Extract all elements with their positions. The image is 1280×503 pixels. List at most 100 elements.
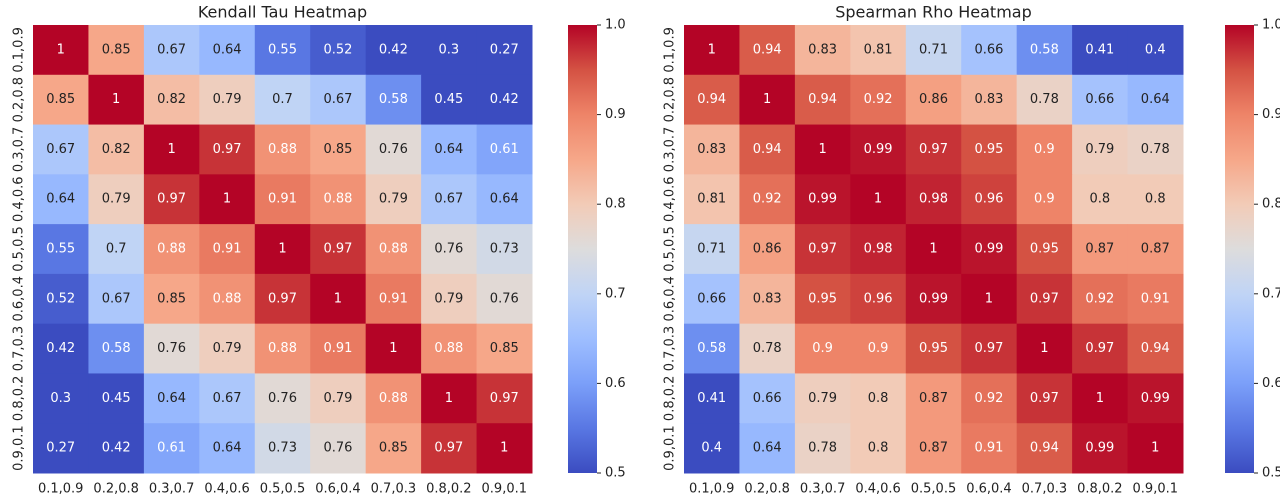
chart-title: Spearman Rho Heatmap [835,3,1032,22]
cell-label: 0.9 [1034,192,1055,207]
cell-label: 0.79 [379,192,408,207]
heatmap-cell [88,174,145,225]
heatmap-cell [794,174,851,225]
colorbar-tick-label: 0.6 [1262,376,1280,391]
colorbar-tick-label: 0.8 [605,197,626,212]
cell-label: 0.3 [438,42,459,57]
colorbar-tick-label: 0.6 [605,376,626,391]
cell-label: 0.8 [868,441,889,456]
heatmap-cell [421,323,478,374]
cell-label: 1 [1040,341,1048,356]
heatmap-cell [88,373,145,424]
cell-label: 0.94 [1141,341,1170,356]
heatmap-cell [739,124,796,175]
heatmap-cell [33,74,89,126]
cell-label: 0.87 [1085,242,1114,257]
cell-label: 0.98 [864,242,893,257]
heatmap-cell [254,273,311,325]
cell-label: 1 [818,142,826,157]
heatmap-cell [421,224,478,275]
cell-label: 0.97 [974,341,1003,356]
x-tick-label: 0.6,0.4 [315,482,360,497]
heatmap-cell [961,224,1018,275]
x-tick-label: 0.5,0.5 [260,482,305,497]
cell-label: 0.79 [213,92,242,107]
heatmap-cell [794,25,851,76]
heatmap-cell [684,124,740,175]
cell-label: 0.71 [697,242,726,257]
heatmap-cell [684,74,740,126]
cell-label: 1 [708,42,716,57]
cell-label: 0.78 [1141,142,1170,157]
x-tick-label: 0.3,0.7 [800,482,845,497]
cell-label: 0.8 [868,391,889,406]
heatmap-cell [143,423,200,474]
cell-label: 0.92 [1085,291,1114,306]
heatmap-cell [254,323,311,374]
x-tick-label: 0.7,0.3 [371,482,416,497]
cell-label: 0.83 [808,42,837,57]
cell-label: 0.88 [268,142,297,157]
cell-label: 0.4 [701,441,722,456]
y-tick-label: 0.8,0.2 [12,376,27,421]
heatmap-cell [476,273,533,325]
heatmap-cell [1127,373,1184,424]
heatmap-cell [143,74,200,126]
cell-label: 0.95 [919,341,948,356]
x-tick-label: 0.7,0.3 [1022,482,1067,497]
cell-label: 0.27 [46,441,75,456]
heatmap-cell [310,174,367,225]
cell-label: 0.42 [379,42,408,57]
cell-label: 0.87 [1141,242,1170,257]
heatmap-cell [33,423,89,474]
cell-label: 0.87 [919,441,948,456]
cell-label: 0.79 [434,291,463,306]
x-tick-label: 0.9,0.1 [482,482,527,497]
heatmap-cell [254,224,311,275]
cell-label: 0.73 [268,441,297,456]
cell-label: 0.7 [272,92,293,107]
heatmap-cell [1072,373,1129,424]
y-tick-label: 0.4,0.6 [12,176,27,221]
heatmap-cell [905,323,962,374]
heatmap-cell [199,224,256,275]
cell-label: 0.99 [974,242,1003,257]
heatmap-cell [1072,224,1129,275]
x-tick-label: 0.9,0.1 [1133,482,1178,497]
heatmap-cell [199,74,256,126]
cell-label: 0.67 [102,291,131,306]
heatmap-cell [88,323,145,374]
cell-label: 0.41 [697,391,726,406]
heatmap-cell [961,373,1018,424]
cell-label: 0.3 [50,391,71,406]
heatmap-cell [254,74,311,126]
heatmap-cell [850,224,907,275]
cell-label: 0.95 [808,291,837,306]
cell-label: 1 [1096,391,1104,406]
cell-label: 0.79 [213,341,242,356]
cell-label: 0.97 [1085,341,1114,356]
heatmap-cell [1072,323,1129,374]
cell-label: 1 [874,192,882,207]
cell-label: 0.82 [157,92,186,107]
y-tick-label: 0.9,0.1 [12,425,27,470]
cell-label: 0.83 [697,142,726,157]
heatmap-cell [143,174,200,225]
colorbar-tick-label: 0.5 [605,466,626,481]
colorbar-tick-label: 0.5 [1262,466,1280,481]
cell-label: 0.88 [379,242,408,257]
cell-label: 0.9 [812,341,833,356]
cell-label: 1 [223,192,231,207]
cell-label: 0.8 [1089,192,1110,207]
cell-label: 0.78 [1030,92,1059,107]
heatmap-cell [961,423,1018,474]
heatmap-cell [850,74,907,126]
y-tick-label: 0.2,0.8 [663,77,678,122]
cell-label: 0.76 [379,142,408,157]
cell-label: 0.81 [864,42,893,57]
cell-label: 0.91 [268,192,297,207]
cell-label: 0.45 [102,391,131,406]
cell-label: 0.91 [379,291,408,306]
cell-label: 0.88 [268,341,297,356]
heatmap-cell [365,423,422,474]
